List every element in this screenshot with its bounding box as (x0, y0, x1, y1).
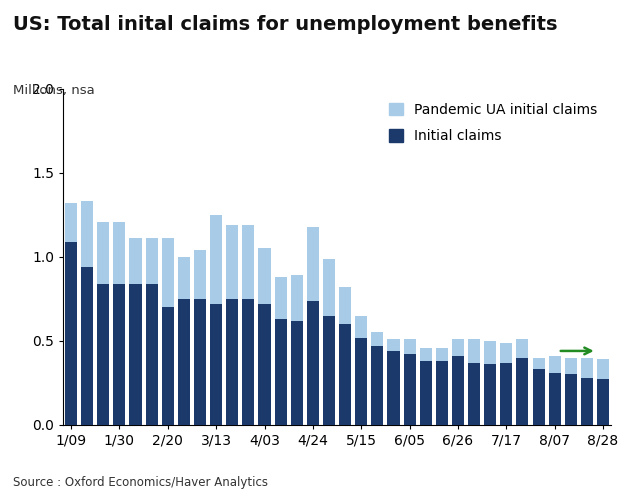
Bar (517, 358, 529, 425)
Bar (484, 365, 496, 425)
Bar (452, 339, 464, 356)
Bar (290, 275, 303, 321)
Bar (564, 358, 577, 374)
Bar (113, 284, 125, 425)
Bar (307, 227, 319, 300)
Bar (532, 358, 544, 370)
Bar (65, 203, 77, 242)
Bar (258, 304, 270, 425)
Bar (65, 242, 77, 425)
Bar (355, 316, 367, 337)
Bar (564, 374, 577, 425)
Bar (500, 363, 512, 425)
Bar (597, 359, 609, 379)
Bar (549, 373, 561, 425)
Bar (275, 277, 287, 319)
Bar (371, 346, 384, 425)
Text: Source : Oxford Economics/Haver Analytics: Source : Oxford Economics/Haver Analytic… (13, 476, 268, 489)
Bar (387, 351, 399, 425)
Bar (387, 339, 399, 351)
Bar (226, 299, 238, 425)
Bar (468, 363, 480, 425)
Bar (275, 319, 287, 425)
Bar (290, 321, 303, 425)
Bar (436, 348, 448, 361)
Bar (81, 267, 93, 425)
Bar (597, 379, 609, 425)
Bar (146, 239, 158, 284)
Legend: Pandemic UA initial claims, Initial claims: Pandemic UA initial claims, Initial clai… (382, 96, 604, 150)
Bar (532, 370, 544, 425)
Bar (420, 348, 432, 361)
Bar (226, 225, 238, 299)
Bar (500, 342, 512, 363)
Bar (130, 284, 142, 425)
Bar (162, 239, 174, 307)
Bar (436, 361, 448, 425)
Bar (452, 356, 464, 425)
Bar (194, 299, 206, 425)
Bar (404, 354, 416, 425)
Bar (97, 222, 110, 284)
Bar (420, 361, 432, 425)
Bar (243, 225, 255, 299)
Bar (178, 257, 190, 299)
Bar (581, 358, 593, 378)
Bar (81, 202, 93, 267)
Bar (130, 239, 142, 284)
Bar (371, 332, 384, 346)
Bar (339, 324, 351, 425)
Bar (243, 299, 255, 425)
Bar (404, 339, 416, 354)
Text: US: Total inital claims for unemployment benefits: US: Total inital claims for unemployment… (13, 15, 557, 34)
Bar (323, 258, 335, 316)
Text: Millions, nsa: Millions, nsa (13, 84, 94, 97)
Bar (517, 339, 529, 358)
Bar (339, 287, 351, 324)
Bar (97, 284, 110, 425)
Bar (162, 307, 174, 425)
Bar (323, 316, 335, 425)
Bar (484, 341, 496, 365)
Bar (146, 284, 158, 425)
Bar (581, 378, 593, 425)
Bar (258, 248, 270, 304)
Bar (210, 304, 222, 425)
Bar (210, 215, 222, 304)
Bar (307, 300, 319, 425)
Bar (355, 337, 367, 425)
Bar (113, 222, 125, 284)
Bar (549, 356, 561, 373)
Bar (468, 339, 480, 363)
Bar (194, 250, 206, 299)
Bar (178, 299, 190, 425)
